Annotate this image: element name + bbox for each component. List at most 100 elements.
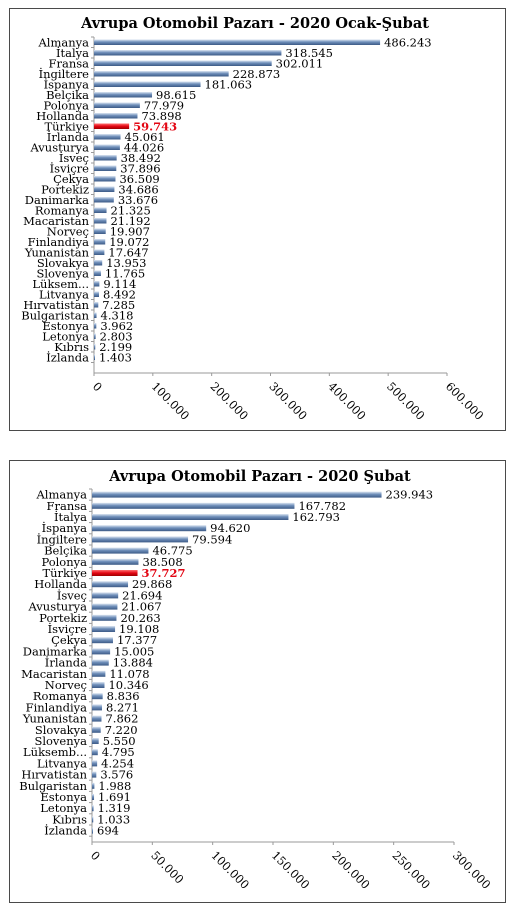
- category-label: İngiltere: [37, 532, 88, 546]
- bar: [94, 176, 116, 182]
- data-value-label: 8.836: [107, 689, 140, 703]
- data-value-label: 7.862: [105, 712, 138, 726]
- bar: [92, 715, 102, 722]
- data-value-label: 239.943: [386, 488, 434, 502]
- category-label: Lüksemb...: [23, 745, 87, 759]
- bar: [94, 155, 117, 161]
- bar: [94, 260, 103, 266]
- data-value-label: 181.063: [205, 77, 253, 91]
- data-value-label: 33.676: [118, 193, 158, 207]
- bar: [92, 525, 207, 532]
- bar: [92, 614, 117, 621]
- data-value-label: 77.979: [144, 98, 184, 112]
- bar: [92, 659, 109, 666]
- data-value-label: 167.782: [298, 499, 346, 513]
- data-value-label: 1.691: [98, 790, 131, 804]
- data-value-label: 15.005: [114, 644, 154, 658]
- category-label: Litvanya: [39, 287, 89, 301]
- data-value-label: 19.108: [119, 622, 159, 636]
- highlighted-value-label: 59.743: [133, 119, 177, 133]
- bar: [92, 693, 103, 700]
- category-label: Kıbrıs: [54, 340, 89, 354]
- category-label: Portekiz: [41, 182, 89, 196]
- data-value-label: 44.026: [124, 140, 164, 154]
- data-value-label: 228.873: [233, 67, 281, 81]
- bar: [92, 502, 295, 509]
- data-value-label: 1.033: [97, 812, 130, 826]
- bar: [94, 134, 121, 140]
- data-value-label: 318.545: [285, 46, 333, 60]
- category-label: Belçika: [46, 88, 89, 102]
- data-value-label: 38.492: [121, 151, 161, 165]
- bar: [92, 794, 95, 800]
- chart-panel-jan-feb: Avrupa Otomobil Pazarı - 2020 Ocak-Şubat…: [9, 8, 506, 431]
- category-label: Slovenya: [36, 266, 89, 280]
- category-label: Hollanda: [34, 577, 87, 591]
- category-label: Norveç: [45, 678, 87, 692]
- data-value-label: 21.192: [110, 214, 150, 228]
- category-label: Slovakya: [37, 256, 89, 270]
- category-label: Yunanistan: [24, 245, 90, 259]
- category-label: Finlandiya: [26, 700, 88, 714]
- bar: [92, 637, 113, 644]
- bar: [92, 592, 119, 599]
- x-tick-label: 0: [90, 379, 105, 394]
- data-value-label: 10.346: [108, 678, 148, 692]
- bar: [94, 302, 99, 308]
- data-value-label: 13.953: [106, 256, 146, 270]
- category-label: Danimarka: [25, 193, 89, 207]
- category-label: Polonya: [43, 98, 89, 112]
- chart-title: Avrupa Otomobil Pazarı - 2020 Şubat: [108, 468, 411, 485]
- bar: [94, 249, 105, 255]
- category-label: Polonya: [41, 555, 87, 569]
- category-label: Slovenya: [34, 734, 87, 748]
- data-value-label: 38.508: [142, 555, 182, 569]
- bar: [92, 547, 149, 554]
- category-label: Macaristan: [21, 667, 87, 681]
- data-value-label: 79.594: [192, 532, 232, 546]
- data-value-label: 4.254: [101, 756, 134, 770]
- category-label: Hollanda: [36, 109, 89, 123]
- x-tick-label: 600.000: [443, 379, 487, 423]
- bar: [94, 270, 101, 276]
- x-tick-label: 50.000: [148, 848, 186, 886]
- x-tick-label: 400.000: [325, 379, 369, 423]
- data-value-label: 98.615: [156, 88, 196, 102]
- category-label: Danimarka: [23, 644, 87, 658]
- bar: [92, 648, 111, 655]
- data-value-label: 162.793: [292, 510, 340, 524]
- category-label: Estonya: [40, 790, 87, 804]
- bar: [94, 165, 117, 171]
- data-value-label: 37.896: [120, 161, 160, 175]
- bar: [94, 291, 99, 297]
- data-value-label: 36.509: [119, 172, 159, 186]
- bar: [92, 514, 289, 520]
- data-value-label: 8.492: [103, 287, 136, 301]
- category-label: Finlandiya: [28, 235, 90, 249]
- category-label: İsveç: [57, 588, 87, 602]
- category-label: Avusturya: [29, 140, 89, 154]
- data-value-label: 4.795: [102, 745, 135, 759]
- x-tick-label: 100.000: [149, 379, 193, 423]
- data-value-label: 7.285: [102, 298, 135, 312]
- data-value-label: 21.325: [111, 203, 151, 217]
- category-label: İngiltere: [39, 67, 90, 81]
- x-tick-label: 300.000: [266, 379, 310, 423]
- chart-panel-feb: Avrupa Otomobil Pazarı - 2020 Şubat Alman…: [9, 460, 506, 903]
- bar: [92, 827, 93, 834]
- bar: [94, 228, 106, 234]
- data-value-label: 19.072: [109, 235, 149, 249]
- category-label: Almanya: [35, 488, 87, 502]
- data-value-label: 94.620: [210, 521, 250, 535]
- category-label: İspanya: [42, 521, 88, 535]
- bar: [94, 186, 115, 192]
- category-label: İspanya: [44, 77, 90, 91]
- bar: [92, 760, 98, 767]
- category-label: Çekya: [51, 633, 87, 647]
- data-value-label: 1.403: [99, 350, 132, 364]
- bar: [94, 71, 229, 77]
- bar: [92, 726, 101, 733]
- category-label: Romanya: [33, 689, 87, 703]
- bar: [92, 536, 189, 543]
- data-value-label: 11.765: [105, 266, 145, 280]
